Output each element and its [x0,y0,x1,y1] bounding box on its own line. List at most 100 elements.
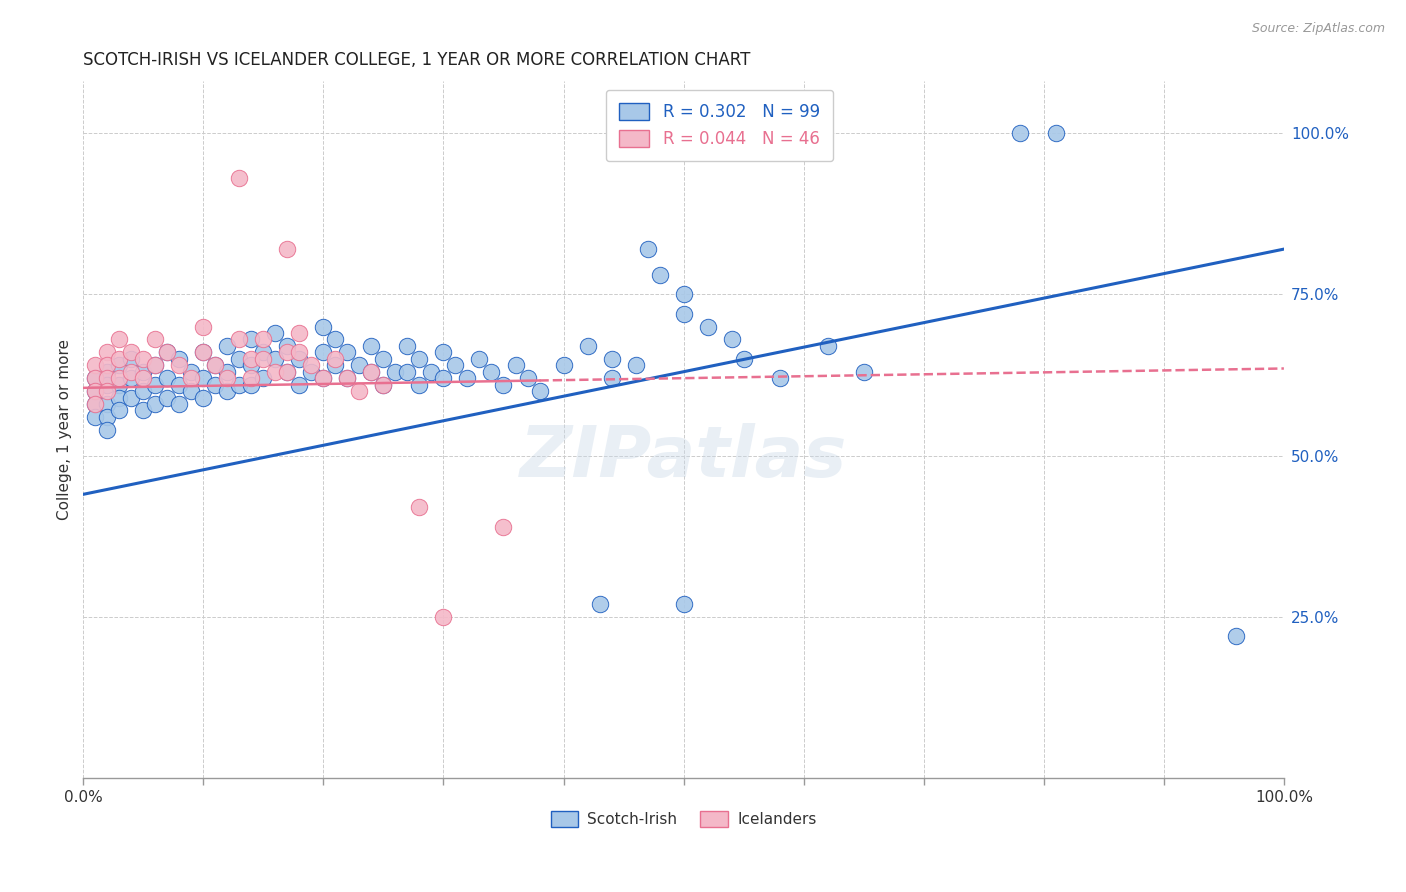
Point [156,391,179,405]
Point [1008,126,1031,140]
Point [252,345,274,359]
Point [143,358,166,372]
Point [312,371,335,385]
Point [120,351,142,366]
Point [373,351,395,366]
Point [180,365,202,379]
Point [217,384,239,398]
Point [120,365,142,379]
Point [672,307,695,321]
Point [288,326,311,340]
Point [228,377,250,392]
Point [84,384,107,398]
Point [444,358,467,372]
Point [204,358,226,372]
Point [492,377,515,392]
Point [169,351,191,366]
Point [217,371,239,385]
Point [299,365,322,379]
Point [648,268,671,282]
Point [84,409,107,424]
Point [84,358,107,372]
Point [1225,629,1247,643]
Point [468,351,491,366]
Point [325,333,347,347]
Point [252,333,274,347]
Point [408,500,430,515]
Point [672,287,695,301]
Point [96,365,118,379]
Point [264,351,287,366]
Point [408,377,430,392]
Point [108,377,131,392]
Point [96,377,118,392]
Point [240,377,263,392]
Point [120,391,142,405]
Point [624,358,647,372]
Point [288,377,311,392]
Point [240,333,263,347]
Text: Source: ZipAtlas.com: Source: ZipAtlas.com [1251,22,1385,36]
Point [360,339,382,353]
Point [420,365,443,379]
Point [312,319,335,334]
Point [217,365,239,379]
Point [1045,126,1067,140]
Point [204,377,226,392]
Point [156,345,179,359]
Point [84,384,107,398]
Point [516,371,538,385]
Point [169,358,191,372]
Point [384,365,406,379]
Point [817,339,839,353]
Point [132,403,155,417]
Point [132,384,155,398]
Point [312,345,335,359]
Point [96,371,118,385]
Point [720,333,742,347]
Point [132,371,155,385]
Point [733,351,755,366]
Point [252,351,274,366]
Point [252,371,274,385]
Point [505,358,527,372]
Point [349,358,371,372]
Point [132,365,155,379]
Point [432,610,454,624]
Point [156,345,179,359]
Point [156,371,179,385]
Point [349,384,371,398]
Point [193,345,215,359]
Point [312,371,335,385]
Point [84,397,107,411]
Point [456,371,478,385]
Point [84,397,107,411]
Point [108,333,131,347]
Point [96,384,118,398]
Point [132,351,155,366]
Point [193,371,215,385]
Point [288,345,311,359]
Point [852,365,875,379]
Text: SCOTCH-IRISH VS ICELANDER COLLEGE, 1 YEAR OR MORE CORRELATION CHART: SCOTCH-IRISH VS ICELANDER COLLEGE, 1 YEA… [83,51,751,69]
Point [373,377,395,392]
Point [120,345,142,359]
Point [169,397,191,411]
Point [276,345,298,359]
Point [276,339,298,353]
Point [143,377,166,392]
Point [240,371,263,385]
Point [396,339,419,353]
Point [143,397,166,411]
Point [360,365,382,379]
Point [217,339,239,353]
Point [193,319,215,334]
Point [193,391,215,405]
Point [120,371,142,385]
Point [84,371,107,385]
Point [432,345,454,359]
Point [108,351,131,366]
Point [481,365,503,379]
Point [696,319,718,334]
Point [96,397,118,411]
